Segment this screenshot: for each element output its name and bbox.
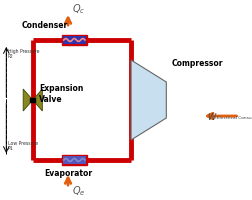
Polygon shape	[33, 89, 42, 111]
FancyBboxPatch shape	[63, 156, 86, 164]
Polygon shape	[23, 89, 33, 111]
Text: $Q_c$: $Q_c$	[72, 2, 85, 16]
Bar	[30, 98, 35, 102]
Polygon shape	[131, 60, 166, 140]
Text: Compressor: Compressor	[171, 60, 223, 68]
FancyBboxPatch shape	[62, 35, 87, 45]
FancyBboxPatch shape	[62, 155, 87, 165]
Text: High Pressure
P2: High Pressure P2	[8, 49, 39, 59]
FancyBboxPatch shape	[63, 36, 86, 44]
Text: $Q_e$: $Q_e$	[72, 184, 85, 198]
Text: Condenser: Condenser	[21, 21, 68, 30]
Text: $W$: $W$	[207, 110, 217, 121]
Text: (Electrical Consumption): (Electrical Consumption)	[215, 116, 252, 120]
Text: Evaporator: Evaporator	[44, 170, 92, 178]
Text: Expansion
Valve: Expansion Valve	[39, 84, 83, 104]
Text: Low Pressure
P1: Low Pressure P1	[8, 141, 38, 151]
